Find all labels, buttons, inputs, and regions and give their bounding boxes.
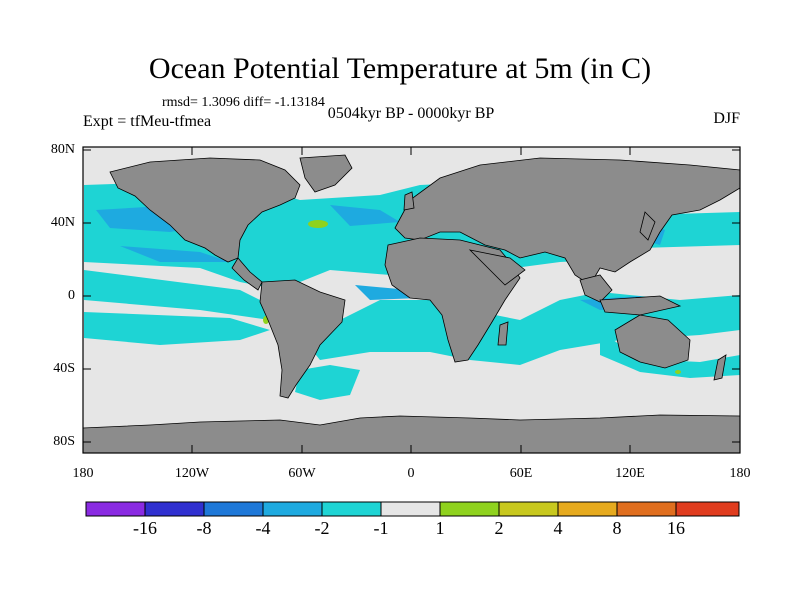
x-axis-ticks [82,147,741,453]
y-tick-label: 80S [53,434,75,449]
colorbar-label: -1 [373,518,389,538]
colorbar-label: 16 [667,518,685,538]
australia [614,314,691,369]
colorbar-box-6 [381,502,440,516]
north-america [109,157,301,263]
colorbar-box-8 [499,502,558,516]
season-label: DJF [713,110,740,127]
y-tick-label: 40S [53,361,75,376]
map-panel [82,146,741,454]
x-tick-label: 180 [729,466,751,481]
colorbar-box-1 [86,502,145,516]
x-tick-label: 120W [174,466,210,481]
colorbar-label: 2 [494,518,504,538]
colorbar-label: 4 [553,518,563,538]
colorbar-box-11 [676,502,739,516]
plot-title: Ocean Potential Temperature at 5m (in C) [148,52,652,85]
colorbar-box-5 [322,502,381,516]
colorbar-label: 8 [612,518,622,538]
x-tick-label: 180 [72,466,94,481]
new-zealand [713,354,727,381]
stats-text: rmsd= 1.3096 diff= -1.13184 [162,95,325,110]
experiment-label: Expt = tfMeu-tfmea [83,113,212,130]
colorbar-label: -16 [133,518,157,538]
madagascar [497,321,509,346]
x-tick-label: 0 [407,466,415,481]
maritime-continent [599,295,682,316]
africa [384,237,521,363]
arabia [468,249,526,286]
colorbar-label: 1 [435,518,445,538]
central-america [231,257,263,291]
y-tick-label: 0 [68,288,75,303]
x-tick-label: 60W [288,466,316,481]
colorbar-label: -2 [314,518,330,538]
y-axis-ticks [83,149,740,443]
colorbar-box-2 [145,502,204,516]
x-tick-label: 60E [509,466,533,481]
y-tick-label: 40N [50,215,75,230]
colorbar-box-3 [204,502,263,516]
y-tick-label: 80N [50,142,75,157]
colorbar-box-9 [558,502,617,516]
uk [403,191,415,211]
south-america [259,279,346,399]
colorbar-box-4 [263,502,322,516]
southeast-asia [579,274,613,303]
period-label: 0504kyr BP - 0000kyr BP [327,105,495,122]
colorbar-box-7 [440,502,499,516]
eurasia [394,157,741,286]
colorbar-label: -8 [196,518,212,538]
colorbar-label: -4 [255,518,271,538]
colorbar-box-10 [617,502,676,516]
x-tick-label: 120E [615,466,645,481]
japan [639,211,656,241]
land-masses [82,154,741,454]
colorbar [85,501,740,517]
greenland [299,154,353,193]
